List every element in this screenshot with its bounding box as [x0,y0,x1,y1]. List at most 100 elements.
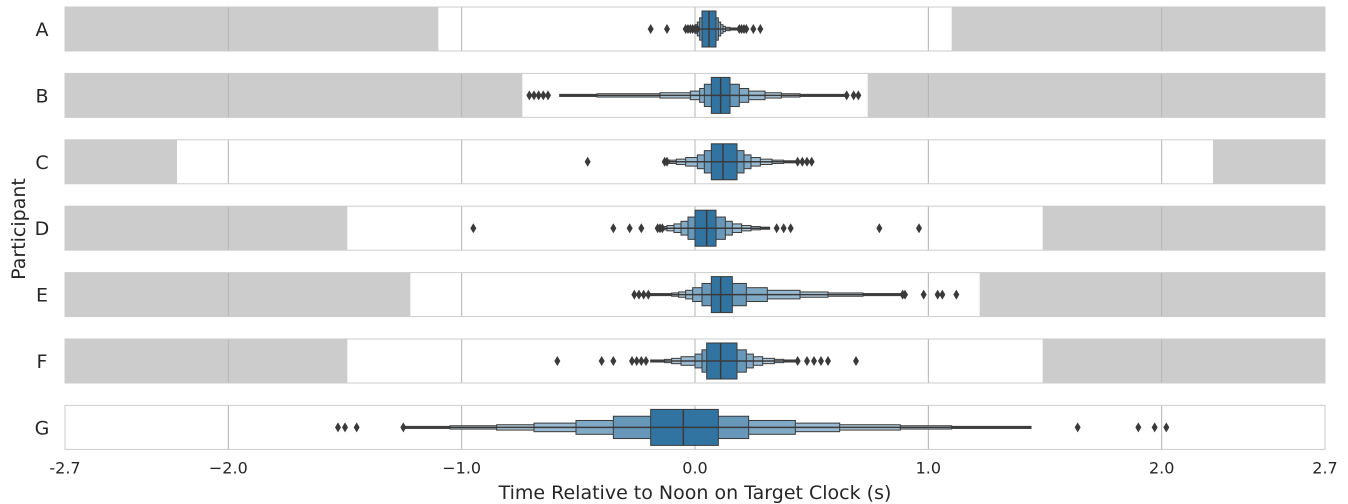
panel-E: E [36,272,1326,318]
panel-B: B [35,72,1326,118]
outlier-point [584,156,591,167]
outlier-point [353,422,360,433]
outlier-point [633,356,640,366]
shaded-region [65,339,348,383]
panel-C: C [35,139,1326,185]
outlier-point [470,223,477,234]
panel-A: A [36,6,1326,52]
outlier-point [843,90,850,101]
outlier-point [610,223,617,234]
outlier-point [638,356,645,366]
shaded-region [65,139,177,184]
outlier-point [664,156,670,167]
x-tick-label: 1.0 [916,458,941,477]
outlier-point [554,356,561,366]
panel-frame [64,6,1326,52]
outlier-point [540,90,547,101]
panel-frame [64,338,1326,384]
outlier-point [939,289,946,300]
outlier-point [773,223,780,234]
outlier-point [1135,422,1142,433]
outlier-point [526,90,533,101]
outlier-point [855,90,862,101]
outlier-point [400,422,407,433]
panel-frame [64,404,1326,450]
outlier-point [535,90,542,101]
panel-frame [64,72,1326,118]
panel-D: D [35,205,1326,251]
shaded-region [65,206,348,251]
participant-label: E [36,285,48,307]
participant-panels: A B C D E F G [35,6,1326,450]
outlier-point [531,90,537,101]
y-axis-label: Participant [8,178,30,280]
shaded-region [951,7,1325,51]
outlier-point [757,24,764,34]
outlier-point [876,223,883,234]
participant-label: C [35,152,48,174]
outlier-point [1151,422,1158,433]
x-tick-label: 2.7 [1312,458,1337,477]
panel-frame [64,205,1326,251]
shaded-region [979,272,1325,317]
x-tick-label: −2.0 [209,458,248,477]
outlier-point [664,24,670,34]
outlier-point [780,223,787,234]
outlier-point [750,24,757,34]
panel-frame [64,139,1326,185]
x-tick-labels: -2.7 −2.0 −1.0 0.0 1.0 2.0 2.7 [49,458,1337,477]
outlier-point [934,289,941,300]
shaded-region [65,272,411,317]
participant-label: G [35,417,50,439]
shaded-region [1213,139,1325,184]
outlier-point [610,356,617,366]
outlier-point [545,90,551,101]
outlier-point [743,24,750,34]
outlier-point [647,24,654,34]
outlier-point [645,289,652,300]
outlier-point [902,289,908,300]
outlier-point [643,356,649,366]
outlier-point [694,24,701,34]
outlier-point [1074,422,1081,433]
outlier-point [953,289,960,300]
outlier-point [920,289,927,300]
panel-G: G [35,404,1326,450]
shaded-region [1042,339,1325,383]
outlier-point [804,156,810,167]
outlier-point [787,223,794,234]
outlier-point [638,223,645,234]
outlier-point [853,356,859,366]
outlier-point [629,356,635,366]
panel-frame [64,272,1326,318]
outlier-point [804,356,810,366]
participant-label: B [35,85,48,107]
shaded-region [65,7,439,51]
outlier-point [799,156,806,167]
x-tick-label: 0.0 [682,458,707,477]
participant-label: F [37,351,48,373]
x-axis-label: Time Relative to Noon on Target Clock (s… [498,482,892,504]
outlier-point [626,223,633,234]
outlier-point [342,422,348,433]
shaded-region [65,73,523,118]
outlier-point [818,356,824,366]
outlier-point [598,356,605,366]
x-tick-label: -2.7 [49,458,80,477]
participant-label: A [36,19,49,41]
outlier-point [825,356,831,366]
outlier-point [808,156,815,167]
panel-F: F [37,338,1326,384]
outlier-point [659,223,666,234]
outlier-point [636,289,642,300]
outlier-point [335,422,341,433]
outlier-point [794,156,801,167]
outlier-point [916,223,922,234]
shaded-region [1042,206,1325,251]
outlier-point [631,289,638,300]
outlier-point [794,356,801,366]
shaded-region [867,73,1325,118]
outlier-point [811,356,817,366]
outlier-point [1163,422,1170,433]
